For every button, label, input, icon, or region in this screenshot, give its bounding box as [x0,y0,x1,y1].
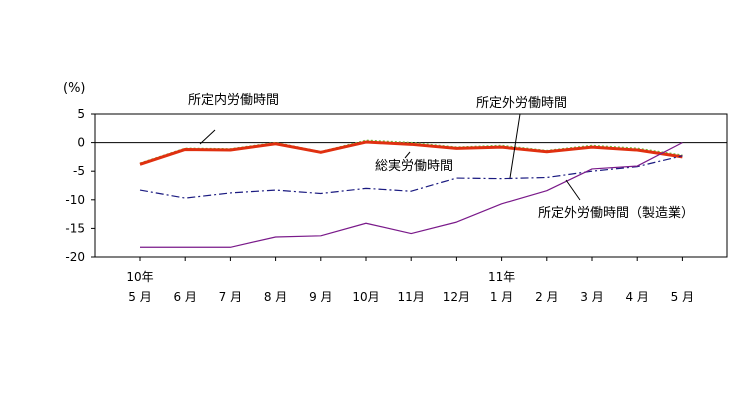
y-tick-label: 5 [77,107,85,121]
x-tick-label: 11月 [398,290,425,304]
annotation-label: 所定外労働時間（製造業） [538,205,694,221]
series-line-2 [139,155,683,199]
y-tick-label: -15 [65,221,85,235]
x-year-label: 10年 [126,270,153,284]
x-tick-label: 7 月 [219,290,242,304]
x-tick-label: 5 月 [671,290,694,304]
x-tick-label: 5 月 [128,290,151,304]
plot-frame [94,113,728,258]
plot-border [94,113,728,258]
annotation-leader [199,129,216,145]
y-axis: 5 0 -5 -10 -15 -20 [65,107,95,264]
annotation-leader [565,179,581,201]
annotation-leader [404,151,411,159]
annotation-label: 総実労働時間 [375,158,453,174]
x-tick-label: 9 月 [309,290,332,304]
x-tick-label: 6 月 [173,290,196,304]
y-tick-label: 0 [77,136,85,150]
y-unit-label: (%) [63,81,86,96]
x-tick-label: 3 月 [580,290,603,304]
y-tick-label: -10 [65,193,85,207]
y-tick-label: -5 [73,164,85,178]
x-tick-label: 12月 [443,290,470,304]
x-tick-label: 4 月 [625,290,648,304]
x-year-label: 11年 [488,270,515,284]
series-lines [139,139,683,248]
annotation-label: 所定外労働時間 [476,96,567,111]
annotation-leader [509,113,521,179]
x-tick-label: 2 月 [535,290,558,304]
x-tick-label: 8 月 [264,290,287,304]
x-axis: 5 月 6 月 7 月 8 月 9 月 10月 11月 12月 1 月 2 月 3 月 4 月 5 月 1… [126,257,694,304]
x-tick-label: 10月 [352,290,379,304]
series-line-3 [140,142,683,248]
x-tick-label: 1 月 [490,290,513,304]
y-tick-label: -20 [65,250,85,264]
series-line-1 [139,140,683,166]
annotation-label: 所定内労働時間 [188,92,279,108]
